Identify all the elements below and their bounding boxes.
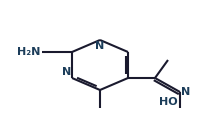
Text: H₂N: H₂N (17, 47, 40, 57)
Text: N: N (95, 41, 105, 51)
Text: N: N (181, 87, 190, 97)
Text: N: N (62, 67, 71, 77)
Text: HO: HO (159, 97, 178, 107)
